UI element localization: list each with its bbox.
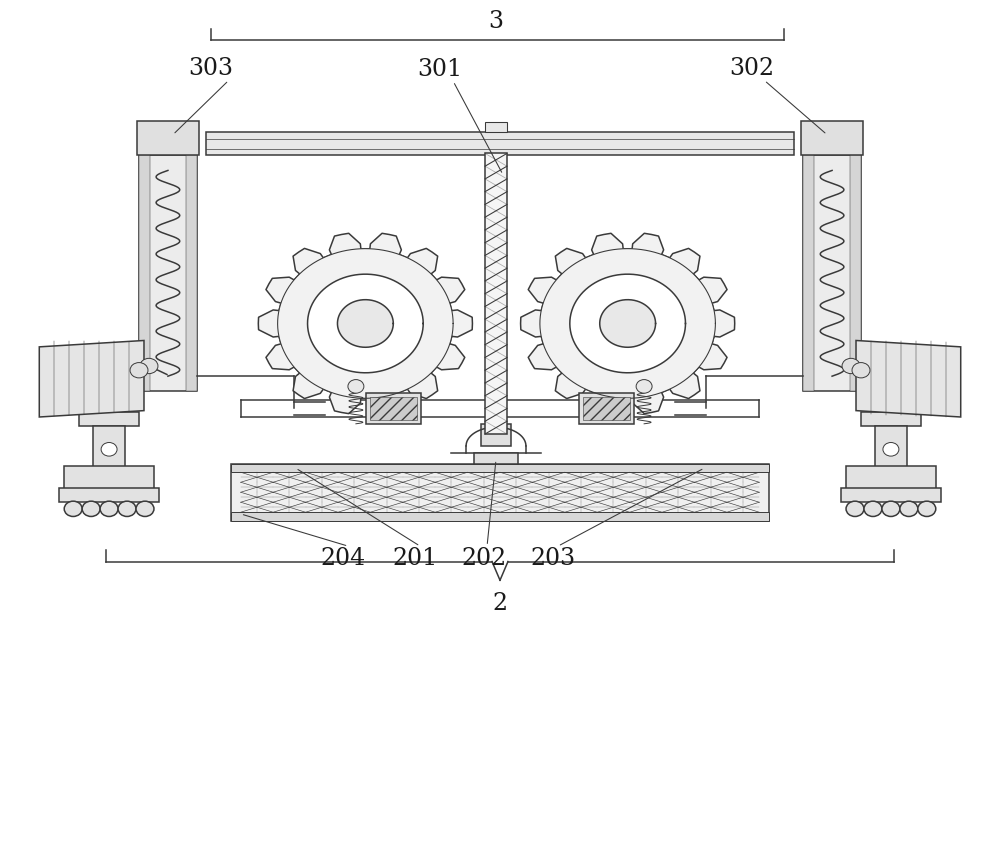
Circle shape — [882, 502, 900, 517]
Circle shape — [118, 502, 136, 517]
Bar — [93, 426, 125, 470]
Bar — [846, 467, 936, 492]
Circle shape — [852, 363, 870, 378]
Bar — [231, 464, 769, 521]
Bar — [79, 412, 139, 426]
Text: 3: 3 — [489, 10, 504, 33]
Text: 201: 201 — [393, 547, 438, 570]
Bar — [861, 412, 921, 426]
Bar — [59, 489, 159, 503]
Bar — [139, 156, 150, 392]
Bar — [803, 156, 814, 392]
Bar — [231, 464, 769, 473]
Bar — [803, 156, 861, 392]
Circle shape — [101, 443, 117, 457]
Polygon shape — [600, 300, 656, 348]
Bar — [485, 154, 507, 435]
Circle shape — [918, 502, 936, 517]
Bar — [485, 123, 507, 133]
Bar — [474, 453, 518, 464]
Polygon shape — [540, 250, 715, 399]
Polygon shape — [521, 234, 735, 414]
Text: 2: 2 — [492, 591, 508, 614]
Bar — [485, 154, 507, 435]
Bar — [850, 156, 861, 392]
Circle shape — [82, 502, 100, 517]
Polygon shape — [856, 341, 961, 417]
Circle shape — [900, 502, 918, 517]
Bar — [579, 394, 634, 424]
Circle shape — [136, 502, 154, 517]
Circle shape — [846, 502, 864, 517]
Polygon shape — [570, 275, 685, 373]
Circle shape — [100, 502, 118, 517]
Circle shape — [130, 363, 148, 378]
Bar — [137, 122, 199, 156]
Bar — [186, 156, 197, 392]
Text: 302: 302 — [730, 57, 775, 80]
Text: 202: 202 — [461, 547, 507, 570]
Bar — [366, 394, 421, 424]
Bar — [139, 156, 197, 392]
Circle shape — [348, 380, 364, 394]
Circle shape — [864, 502, 882, 517]
Polygon shape — [278, 250, 453, 399]
Circle shape — [842, 359, 860, 374]
Polygon shape — [308, 275, 423, 373]
Polygon shape — [337, 300, 393, 348]
Circle shape — [140, 359, 158, 374]
Circle shape — [64, 502, 82, 517]
Bar — [841, 489, 941, 503]
Bar — [206, 133, 794, 156]
Text: 301: 301 — [418, 58, 463, 81]
Circle shape — [883, 443, 899, 457]
Bar — [583, 397, 630, 421]
Circle shape — [636, 380, 652, 394]
Bar — [370, 397, 417, 421]
Polygon shape — [39, 341, 144, 417]
Polygon shape — [258, 234, 472, 414]
Bar — [64, 467, 154, 492]
Text: 303: 303 — [188, 57, 233, 80]
Bar — [875, 426, 907, 470]
Bar — [481, 424, 511, 446]
Text: 203: 203 — [530, 547, 575, 570]
Text: 204: 204 — [321, 547, 366, 570]
Bar — [801, 122, 863, 156]
Bar — [231, 513, 769, 521]
